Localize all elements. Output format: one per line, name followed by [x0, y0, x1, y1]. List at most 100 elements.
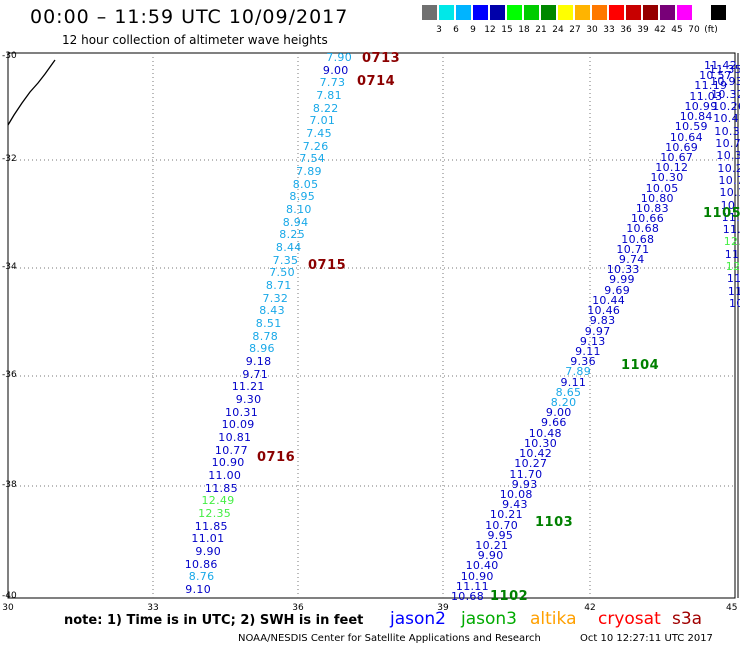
swh-label: 7.81	[316, 89, 342, 102]
swh-label-edge: 10.98	[729, 297, 740, 310]
swh-label: 7.73	[319, 76, 346, 90]
swh-label: 10.30	[524, 436, 557, 450]
scale-swatch	[524, 5, 539, 20]
swh-label-edge: 10.36	[720, 198, 740, 212]
swh-label: 10.80	[640, 191, 674, 205]
swh-label: 10.66	[631, 212, 664, 226]
swh-label-edge: 10.76	[715, 136, 740, 150]
swh-label-edge: 10.33	[716, 149, 740, 163]
swh-label: 8.44	[275, 241, 302, 254]
coastline	[7, 59, 56, 126]
swh-label: 10.84	[679, 110, 713, 124]
scale-swatch	[626, 5, 641, 20]
swh-label-edge: 11.53	[722, 223, 740, 237]
longitude-label: 45	[725, 603, 738, 613]
scale-swatch	[473, 5, 488, 20]
legend-altika: altika	[530, 609, 577, 629]
longitude-label: 36	[292, 603, 304, 613]
scale-label: 30	[586, 25, 598, 35]
swh-label: 10.86	[184, 557, 218, 571]
scale-swatch	[507, 5, 522, 20]
scale-label: 33	[603, 25, 615, 35]
latitude-label: -34	[2, 262, 17, 272]
swh-label: 8.78	[252, 329, 279, 343]
swh-label: 10.59	[674, 120, 708, 134]
swh-label: 8.96	[249, 342, 275, 356]
swh-label: 10.57	[699, 69, 733, 83]
scale-swatch	[456, 5, 471, 20]
swh-label: 11.11	[455, 579, 489, 593]
scale-swatch	[609, 5, 624, 20]
swh-label: 7.90	[326, 51, 352, 64]
swh-label: 9.11	[560, 375, 587, 389]
swh-label: 10.05	[645, 181, 679, 195]
swh-label: 8.51	[255, 317, 282, 330]
latitude-label: -30	[2, 51, 17, 61]
swh-label-edge: 12.21	[723, 235, 740, 249]
swh-label-edge: 11.35	[709, 63, 740, 76]
scale-label: 12	[484, 25, 496, 35]
scale-label: 9	[470, 25, 476, 35]
pass-label-0713: 0713	[362, 51, 401, 66]
swh-label: 10.42	[519, 447, 553, 460]
scale-label: 24	[552, 25, 564, 35]
longitude-label: 42	[584, 603, 596, 613]
pass-label-0716: 0716	[257, 450, 296, 465]
swh-label: 11.03	[689, 89, 723, 103]
swh-label: 10.77	[214, 443, 248, 457]
swh-label-edge: 10.12	[719, 186, 740, 200]
scale-swatch	[558, 5, 573, 20]
swh-label: 10.44	[592, 293, 626, 307]
scale-label: 36	[620, 25, 632, 35]
scale-label: 15	[501, 25, 513, 35]
swh-label: 10.21	[489, 508, 523, 522]
scale-swatch	[660, 5, 675, 20]
swh-label: 11.01	[191, 532, 225, 546]
legend-cryosat: cryosat	[598, 609, 661, 629]
swh-label: 8.20	[550, 396, 577, 409]
swh-label: 8.05	[292, 177, 319, 191]
legend-s3a: s3a	[672, 609, 703, 629]
swh-label: 10.46	[587, 304, 621, 318]
swh-label: 9.18	[245, 355, 272, 368]
scale-label: 45	[671, 25, 683, 35]
scale-unit: (ft)	[704, 25, 718, 35]
scale-swatch	[541, 5, 556, 20]
swh-label: 8.94	[282, 215, 309, 229]
swh-label: 10.70	[485, 518, 519, 532]
swh-label: 11.70	[509, 467, 543, 481]
swh-label: 9.30	[235, 393, 262, 406]
swh-label: 10.21	[475, 538, 509, 552]
swh-label: 10.67	[660, 150, 694, 164]
swh-label: 10.69	[665, 140, 699, 154]
swh-label: 10.08	[499, 487, 533, 501]
swh-label: 9.11	[575, 344, 601, 358]
swh-label-edge: 10.31	[714, 124, 740, 138]
pass-label-1103: 1103	[535, 515, 574, 530]
pass-label-0715: 0715	[308, 258, 347, 273]
credit-line: NOAA/NESDIS Center for Satellite Applica…	[238, 633, 541, 644]
longitude-label: 33	[147, 603, 159, 613]
swh-label-edge: 10.75	[718, 173, 740, 187]
swh-label: 7.45	[306, 127, 332, 140]
swh-label-edge: 11.86	[724, 247, 740, 261]
map-frame	[7, 52, 736, 599]
swh-label: 11.42	[704, 59, 737, 72]
swh-label: 11.00	[208, 469, 242, 482]
swh-label: 10.90	[211, 456, 245, 470]
swh-label: 9.66	[540, 416, 567, 430]
swh-label: 11.85	[194, 519, 228, 533]
swh-label: 9.36	[570, 355, 596, 369]
scale-swatch	[643, 5, 658, 20]
swh-label: 9.93	[511, 477, 538, 491]
latitude-label: -40	[2, 591, 17, 601]
scale-swatch	[592, 5, 607, 20]
scale-swatch	[694, 5, 709, 20]
swh-label-edge: 11.04	[726, 272, 740, 286]
map-subtitle: 12 hour collection of altimeter wave hei…	[62, 33, 328, 47]
swh-label: 9.71	[242, 367, 269, 381]
swh-label: 9.00	[545, 406, 572, 420]
swh-label: 8.65	[555, 385, 582, 399]
swh-label: 12.49	[201, 494, 235, 508]
swh-label: 9.43	[502, 498, 528, 512]
